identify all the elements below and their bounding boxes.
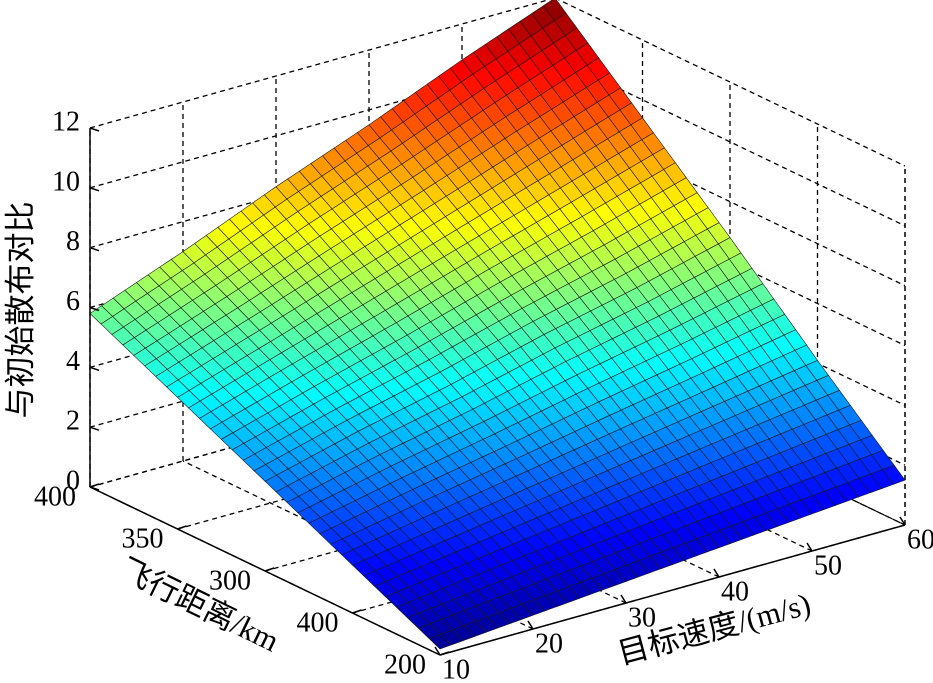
z-tick-label: 0 (66, 465, 80, 496)
x-tick-label: 20 (535, 628, 563, 659)
tick-mark (620, 594, 627, 604)
z-tick-label: 4 (66, 346, 80, 377)
x-tick-label: 40 (721, 576, 749, 607)
x-tick-label: 60 (907, 524, 933, 555)
x-axis (439, 524, 906, 656)
tick-mark (89, 366, 100, 372)
tick-mark (713, 568, 720, 578)
y-tick-label: 350 (122, 523, 164, 554)
tick-mark (89, 426, 100, 431)
tick-mark (89, 483, 100, 488)
tick-mark (89, 127, 100, 132)
surface-patch (542, 0, 567, 22)
tick-mark (439, 651, 450, 656)
tick-mark (899, 516, 906, 526)
z-axis-label: 与初始散布对比 (3, 202, 38, 419)
z-tick-label: 6 (66, 286, 80, 317)
y-tick-label: 300 (209, 565, 251, 596)
z-tick-label: 2 (66, 406, 80, 437)
y-tick-label: 400 (34, 481, 76, 512)
tick-mark (177, 525, 187, 530)
x-tick-label: 50 (814, 550, 842, 581)
y-tick-label: 200 (384, 649, 426, 680)
tick-mark (264, 567, 275, 572)
tick-mark (806, 542, 813, 552)
grid-line (557, 0, 906, 167)
tick-mark (434, 646, 441, 656)
z-tick-label: 12 (52, 106, 80, 137)
tick-mark (89, 486, 100, 491)
tick-mark (89, 187, 100, 192)
y-tick-label: 400 (297, 607, 339, 638)
tick-mark (89, 246, 100, 252)
z-tick-label: 8 (66, 226, 80, 257)
z-tick-label: 10 (52, 166, 80, 197)
x-tick-label: 30 (628, 602, 656, 633)
x-tick-label: 10 (442, 654, 470, 683)
tick-mark (352, 609, 362, 614)
tick-mark (89, 306, 100, 312)
tick-mark (527, 620, 534, 630)
